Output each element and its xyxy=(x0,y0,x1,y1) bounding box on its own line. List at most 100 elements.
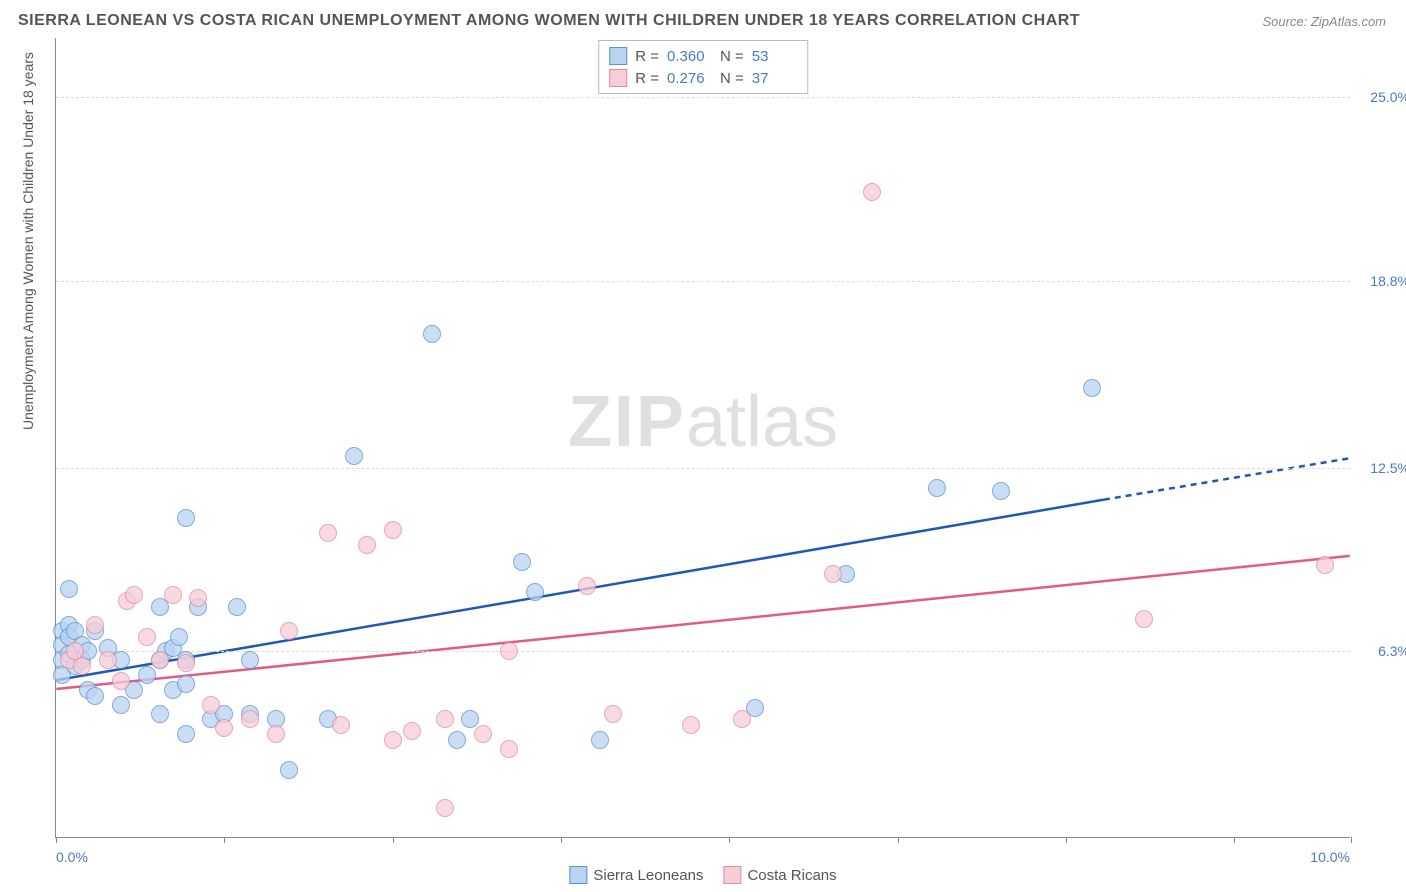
scatter-point-series1 xyxy=(513,553,531,571)
source-attribution: Source: ZipAtlas.com xyxy=(1262,14,1386,29)
scatter-point-series1 xyxy=(151,705,169,723)
scatter-point-series2 xyxy=(125,586,143,604)
scatter-point-series1 xyxy=(280,761,298,779)
legend-item-series2: Costa Ricans xyxy=(723,866,836,884)
r-value-series1: 0.360 xyxy=(667,48,712,65)
scatter-point-series2 xyxy=(733,710,751,728)
scatter-point-series2 xyxy=(824,565,842,583)
gridline-h xyxy=(56,97,1350,98)
scatter-point-series2 xyxy=(151,651,169,669)
scatter-point-series2 xyxy=(138,628,156,646)
scatter-point-series2 xyxy=(189,589,207,607)
correlation-legend: R = 0.360 N = 53 R = 0.276 N = 37 xyxy=(598,40,808,94)
legend-swatch-series2 xyxy=(609,69,627,87)
n-value-series2: 37 xyxy=(752,70,797,87)
scatter-point-series1 xyxy=(86,687,104,705)
scatter-point-series2 xyxy=(403,722,421,740)
scatter-point-series1 xyxy=(177,675,195,693)
scatter-point-series2 xyxy=(86,616,104,634)
scatter-point-series1 xyxy=(1083,379,1101,397)
scatter-point-series2 xyxy=(99,651,117,669)
scatter-point-series1 xyxy=(228,598,246,616)
scatter-point-series2 xyxy=(73,657,91,675)
y-axis-label: Unemployment Among Women with Children U… xyxy=(20,52,36,430)
scatter-point-series2 xyxy=(177,654,195,672)
scatter-point-series2 xyxy=(384,521,402,539)
x-tick xyxy=(729,837,730,843)
x-tick xyxy=(561,837,562,843)
x-tick xyxy=(56,837,57,843)
gridline-h xyxy=(56,281,1350,282)
x-tick xyxy=(1234,837,1235,843)
scatter-point-series2 xyxy=(164,586,182,604)
n-label: N = xyxy=(720,70,744,87)
x-tick xyxy=(1066,837,1067,843)
chart-title: SIERRA LEONEAN VS COSTA RICAN UNEMPLOYME… xyxy=(18,12,1080,30)
scatter-point-series1 xyxy=(112,696,130,714)
scatter-point-series2 xyxy=(474,725,492,743)
n-value-series1: 53 xyxy=(752,48,797,65)
scatter-point-series1 xyxy=(928,479,946,497)
legend-swatch-series2 xyxy=(723,866,741,884)
scatter-point-series1 xyxy=(177,725,195,743)
x-tick-label: 10.0% xyxy=(1310,849,1350,865)
x-tick-label: 0.0% xyxy=(56,849,88,865)
scatter-point-series1 xyxy=(461,710,479,728)
scatter-point-series2 xyxy=(280,622,298,640)
legend-swatch-series1 xyxy=(609,47,627,65)
y-tick-label: 6.3% xyxy=(1355,643,1406,659)
y-tick-label: 12.5% xyxy=(1355,460,1406,476)
legend-row-series1: R = 0.360 N = 53 xyxy=(609,45,797,67)
series-legend: Sierra Leoneans Costa Ricans xyxy=(569,866,836,884)
scatter-point-series2 xyxy=(202,696,220,714)
x-tick xyxy=(224,837,225,843)
x-tick xyxy=(393,837,394,843)
r-label: R = xyxy=(635,70,659,87)
scatter-point-series1 xyxy=(177,509,195,527)
scatter-point-series1 xyxy=(345,447,363,465)
scatter-point-series2 xyxy=(241,710,259,728)
scatter-point-series2 xyxy=(682,716,700,734)
legend-item-series1: Sierra Leoneans xyxy=(569,866,703,884)
scatter-point-series1 xyxy=(591,731,609,749)
scatter-point-series2 xyxy=(384,731,402,749)
r-value-series2: 0.276 xyxy=(667,70,712,87)
watermark-light: atlas xyxy=(686,382,838,462)
scatter-plot-area: ZIPatlas R = 0.360 N = 53 R = 0.276 N = … xyxy=(55,38,1350,838)
scatter-point-series1 xyxy=(423,325,441,343)
legend-swatch-series1 xyxy=(569,866,587,884)
x-tick xyxy=(898,837,899,843)
scatter-point-series2 xyxy=(332,716,350,734)
watermark-bold: ZIP xyxy=(568,382,686,462)
scatter-point-series1 xyxy=(60,580,78,598)
scatter-point-series1 xyxy=(526,583,544,601)
scatter-point-series2 xyxy=(1316,556,1334,574)
scatter-point-series2 xyxy=(436,799,454,817)
legend-row-series2: R = 0.276 N = 37 xyxy=(609,67,797,89)
n-label: N = xyxy=(720,48,744,65)
scatter-point-series2 xyxy=(863,183,881,201)
scatter-point-series2 xyxy=(500,740,518,758)
scatter-point-series2 xyxy=(112,672,130,690)
scatter-point-series1 xyxy=(448,731,466,749)
y-tick-label: 25.0% xyxy=(1355,89,1406,105)
legend-label-series1: Sierra Leoneans xyxy=(593,867,703,884)
scatter-point-series2 xyxy=(267,725,285,743)
scatter-point-series1 xyxy=(138,666,156,684)
watermark: ZIPatlas xyxy=(568,381,838,463)
scatter-point-series1 xyxy=(992,482,1010,500)
scatter-point-series2 xyxy=(436,710,454,728)
scatter-point-series2 xyxy=(500,642,518,660)
x-tick xyxy=(1351,837,1352,843)
scatter-point-series2 xyxy=(578,577,596,595)
r-label: R = xyxy=(635,48,659,65)
y-tick-label: 18.8% xyxy=(1355,273,1406,289)
scatter-point-series1 xyxy=(241,651,259,669)
scatter-point-series2 xyxy=(215,719,233,737)
legend-label-series2: Costa Ricans xyxy=(747,867,836,884)
scatter-point-series2 xyxy=(319,524,337,542)
scatter-point-series2 xyxy=(604,705,622,723)
trendline-extension-series1 xyxy=(1104,458,1350,499)
gridline-h xyxy=(56,468,1350,469)
scatter-point-series2 xyxy=(1135,610,1153,628)
